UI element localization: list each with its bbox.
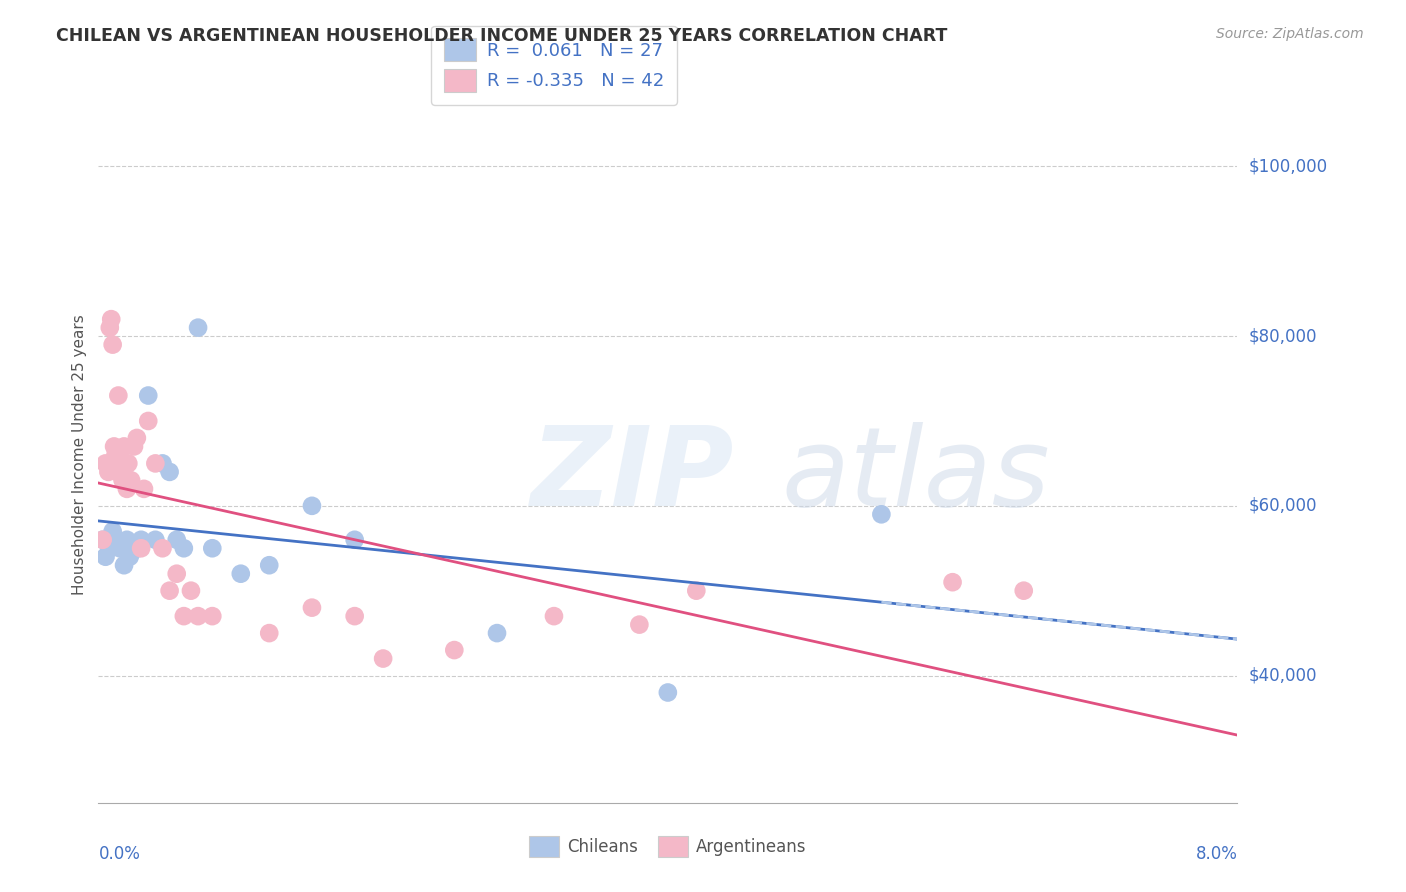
Point — [129, 541, 152, 556]
Point — [259, 558, 281, 573]
Point — [942, 575, 965, 590]
Point — [443, 643, 465, 657]
Point — [118, 474, 141, 488]
Point — [180, 583, 202, 598]
Point — [152, 541, 174, 556]
Point — [685, 583, 707, 598]
Point — [100, 312, 122, 326]
Point — [136, 414, 159, 428]
Point — [657, 685, 679, 699]
Text: ZIP: ZIP — [531, 422, 735, 529]
Point — [173, 609, 195, 624]
Text: $100,000: $100,000 — [1249, 157, 1327, 176]
Text: $80,000: $80,000 — [1249, 327, 1317, 345]
Point — [187, 320, 209, 334]
Point — [104, 533, 127, 547]
Point — [110, 457, 132, 471]
Point — [201, 541, 224, 556]
Point — [152, 457, 174, 471]
Point — [145, 533, 167, 547]
Point — [132, 482, 155, 496]
Point — [107, 388, 129, 402]
Point — [145, 457, 167, 471]
Point — [187, 609, 209, 624]
Point — [101, 524, 124, 539]
Point — [112, 558, 135, 573]
Point — [486, 626, 509, 640]
Point — [173, 541, 195, 556]
Point — [97, 465, 120, 479]
Point — [105, 465, 128, 479]
Point — [114, 457, 136, 471]
Point — [166, 566, 188, 581]
Point — [343, 609, 366, 624]
Text: atlas: atlas — [782, 422, 1050, 529]
Point — [108, 457, 131, 471]
Point — [103, 439, 125, 453]
Point — [870, 508, 893, 522]
Point — [115, 533, 138, 547]
Point — [125, 431, 148, 445]
Point — [371, 651, 394, 665]
Point — [91, 533, 114, 547]
Point — [166, 533, 188, 547]
Text: 8.0%: 8.0% — [1195, 845, 1237, 863]
Point — [229, 566, 252, 581]
Point — [120, 474, 142, 488]
Point — [159, 583, 181, 598]
Text: CHILEAN VS ARGENTINEAN HOUSEHOLDER INCOME UNDER 25 YEARS CORRELATION CHART: CHILEAN VS ARGENTINEAN HOUSEHOLDER INCOM… — [56, 27, 948, 45]
Text: Source: ZipAtlas.com: Source: ZipAtlas.com — [1216, 27, 1364, 41]
Point — [343, 533, 366, 547]
Point — [122, 439, 145, 453]
Point — [628, 617, 651, 632]
Point — [94, 549, 117, 564]
Point — [112, 439, 135, 453]
Point — [118, 549, 141, 564]
Point — [108, 541, 131, 556]
Point — [117, 457, 139, 471]
Text: 0.0%: 0.0% — [98, 845, 141, 863]
Point — [98, 541, 121, 556]
Legend: Chileans, Argentineans: Chileans, Argentineans — [522, 830, 814, 864]
Point — [98, 320, 121, 334]
Point — [104, 448, 127, 462]
Point — [127, 541, 149, 556]
Point — [129, 533, 152, 547]
Point — [136, 388, 159, 402]
Y-axis label: Householder Income Under 25 years: Householder Income Under 25 years — [72, 315, 87, 595]
Point — [201, 609, 224, 624]
Point — [301, 499, 323, 513]
Point — [259, 626, 281, 640]
Point — [101, 337, 124, 351]
Text: $40,000: $40,000 — [1249, 666, 1317, 684]
Point — [94, 457, 117, 471]
Point — [122, 541, 145, 556]
Point — [301, 600, 323, 615]
Point — [115, 482, 138, 496]
Point — [91, 533, 114, 547]
Point — [1012, 583, 1035, 598]
Point — [543, 609, 565, 624]
Text: $60,000: $60,000 — [1249, 497, 1317, 515]
Point — [159, 465, 181, 479]
Point — [111, 474, 134, 488]
